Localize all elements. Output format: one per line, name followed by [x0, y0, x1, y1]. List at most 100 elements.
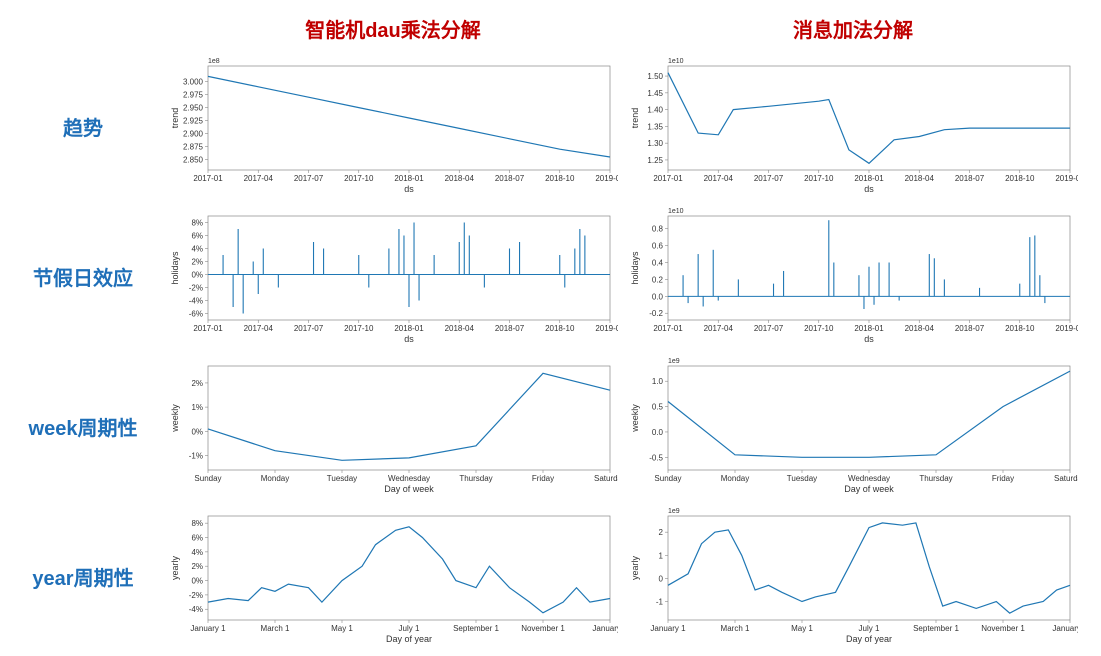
svg-text:March 1: March 1: [721, 624, 750, 633]
svg-text:-4%: -4%: [189, 605, 203, 614]
svg-text:1.35: 1.35: [647, 122, 663, 131]
chart-trend-left: 2.850 2.875 2.900 2.925 2.950 2.975 3.000 2017-…: [168, 54, 618, 198]
svg-text:ds: ds: [864, 334, 874, 344]
svg-text:2017-04: 2017-04: [244, 324, 274, 333]
svg-text:1e9: 1e9: [668, 508, 680, 515]
svg-text:2.875: 2.875: [183, 143, 204, 152]
svg-text:May 1: May 1: [331, 624, 353, 633]
svg-text:-1: -1: [656, 598, 664, 607]
svg-text:6%: 6%: [191, 534, 203, 543]
svg-text:-1%: -1%: [189, 451, 203, 460]
svg-text:weekly: weekly: [630, 404, 640, 433]
row-label-weekly: week周期性: [8, 354, 158, 498]
svg-text:2017-04: 2017-04: [704, 174, 734, 183]
svg-text:Monday: Monday: [261, 474, 289, 483]
svg-text:-0.5: -0.5: [649, 453, 663, 462]
svg-text:3.000: 3.000: [183, 78, 204, 87]
svg-text:1.25: 1.25: [647, 156, 663, 165]
svg-text:November 1: November 1: [981, 624, 1025, 633]
chart-yearly-left: -4%-2%0%2%4%6%8%January 1March 1May 1Jul…: [168, 504, 618, 648]
svg-text:1%: 1%: [191, 403, 203, 412]
svg-text:1e10: 1e10: [668, 58, 684, 65]
svg-text:2018-01: 2018-01: [394, 174, 424, 183]
svg-text:trend: trend: [630, 108, 640, 129]
svg-text:1.0: 1.0: [652, 377, 664, 386]
svg-text:November 1: November 1: [521, 624, 565, 633]
svg-text:January 1: January 1: [592, 624, 618, 633]
svg-text:2018-04: 2018-04: [905, 324, 935, 333]
svg-text:2%: 2%: [191, 379, 203, 388]
svg-text:July 1: July 1: [399, 624, 420, 633]
svg-text:0.6: 0.6: [652, 242, 664, 251]
svg-text:May 1: May 1: [791, 624, 813, 633]
svg-text:March 1: March 1: [261, 624, 290, 633]
chart-weekly-right: -0.50.00.51.0SundayMondayTuesdayWednesda…: [628, 354, 1078, 498]
svg-text:2017-07: 2017-07: [754, 174, 784, 183]
svg-text:2018-01: 2018-01: [854, 174, 884, 183]
svg-text:yearly: yearly: [170, 556, 180, 581]
svg-text:1.50: 1.50: [647, 72, 663, 81]
svg-text:Thursday: Thursday: [459, 474, 492, 483]
svg-text:2018-04: 2018-04: [905, 174, 935, 183]
svg-text:holidays: holidays: [170, 251, 180, 285]
col-title-right: 消息加法分解: [628, 14, 1078, 43]
svg-text:Day of year: Day of year: [846, 634, 892, 644]
svg-text:Tuesday: Tuesday: [327, 474, 357, 483]
svg-text:1.30: 1.30: [647, 139, 663, 148]
svg-text:2017-10: 2017-10: [344, 174, 374, 183]
svg-text:1.40: 1.40: [647, 106, 663, 115]
svg-text:0%: 0%: [191, 271, 203, 280]
svg-text:1.45: 1.45: [647, 89, 663, 98]
svg-text:1e9: 1e9: [668, 358, 680, 365]
svg-text:2018-04: 2018-04: [445, 174, 475, 183]
svg-text:2.900: 2.900: [183, 130, 204, 139]
svg-text:2.850: 2.850: [183, 156, 204, 165]
svg-text:Friday: Friday: [532, 474, 554, 483]
svg-text:0%: 0%: [191, 577, 203, 586]
svg-text:2017-01: 2017-01: [653, 324, 683, 333]
svg-text:6%: 6%: [191, 232, 203, 241]
svg-text:-4%: -4%: [189, 297, 203, 306]
svg-text:2018-01: 2018-01: [394, 324, 424, 333]
svg-text:2018-07: 2018-07: [495, 174, 525, 183]
svg-text:Friday: Friday: [992, 474, 1014, 483]
svg-text:January 1: January 1: [650, 624, 686, 633]
svg-text:July 1: July 1: [859, 624, 880, 633]
svg-text:2.975: 2.975: [183, 91, 204, 100]
row-label-yearly: year周期性: [8, 504, 158, 648]
svg-text:8%: 8%: [191, 219, 203, 228]
svg-text:2.950: 2.950: [183, 104, 204, 113]
svg-text:2017-07: 2017-07: [294, 174, 324, 183]
svg-text:January 1: January 1: [1052, 624, 1078, 633]
chart-holidays-right: -0.20.00.20.40.60.82017-012017-042017-07…: [628, 204, 1078, 348]
svg-text:0.2: 0.2: [652, 275, 664, 284]
svg-text:2017-04: 2017-04: [704, 324, 734, 333]
svg-text:Tuesday: Tuesday: [787, 474, 817, 483]
svg-text:Sunday: Sunday: [194, 474, 221, 483]
svg-text:2017-10: 2017-10: [344, 324, 374, 333]
svg-text:1: 1: [659, 551, 664, 560]
svg-text:yearly: yearly: [630, 556, 640, 581]
row-label-trend: 趋势: [8, 54, 158, 198]
svg-text:2017-01: 2017-01: [193, 174, 223, 183]
chart-trend-right: 1.251.301.351.401.451.502017-012017-0420…: [628, 54, 1078, 198]
svg-text:-2%: -2%: [189, 591, 203, 600]
chart-yearly-right: -1012January 1March 1May 1July 1Septembe…: [628, 504, 1078, 648]
svg-text:2018-10: 2018-10: [1005, 174, 1035, 183]
svg-text:-6%: -6%: [189, 310, 203, 319]
chart-holidays-left: -6%-4%-2%0%2%4%6%8%2017-012017-042017-07…: [168, 204, 618, 348]
svg-text:2018-07: 2018-07: [955, 174, 985, 183]
row-label-holidays: 节假日效应: [8, 204, 158, 348]
svg-text:ds: ds: [404, 334, 414, 344]
svg-text:0.4: 0.4: [652, 259, 664, 268]
svg-text:2: 2: [659, 528, 664, 537]
svg-text:4%: 4%: [191, 548, 203, 557]
svg-text:1e10: 1e10: [668, 208, 684, 215]
svg-text:2%: 2%: [191, 562, 203, 571]
chart-weekly-left: -1%0%1%2%SundayMondayTuesdayWednesdayThu…: [168, 354, 618, 498]
svg-text:2.925: 2.925: [183, 117, 204, 126]
svg-text:Day of week: Day of week: [844, 484, 894, 494]
svg-text:-0.2: -0.2: [649, 309, 663, 318]
svg-text:0.8: 0.8: [652, 225, 664, 234]
svg-text:2018-07: 2018-07: [955, 324, 985, 333]
